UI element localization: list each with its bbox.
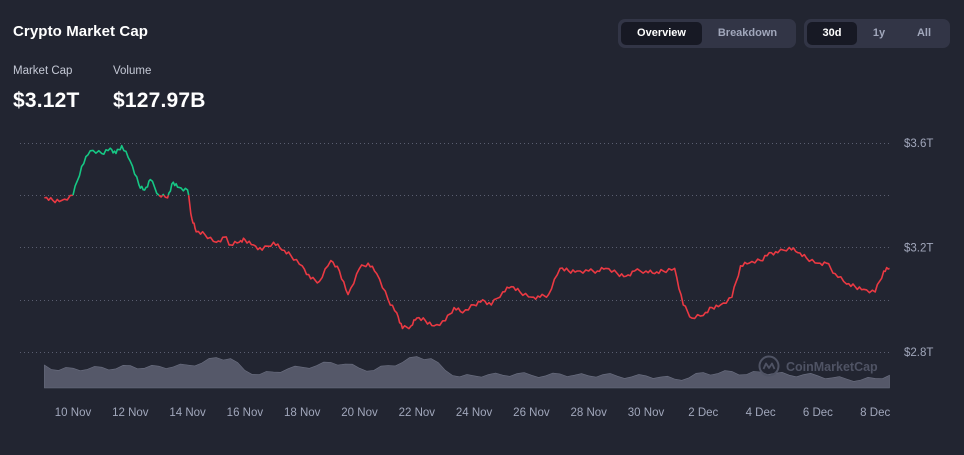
x-tick-label: 28 Nov bbox=[570, 407, 607, 419]
market-cap-stat: Market Cap $3.12T bbox=[13, 65, 80, 113]
x-tick-label: 22 Nov bbox=[399, 407, 436, 419]
x-tick-label: 4 Dec bbox=[746, 407, 776, 419]
y-tick-label: $2.8T bbox=[904, 347, 933, 359]
page-title: Crypto Market Cap bbox=[13, 23, 149, 40]
coinmarketcap-watermark: CoinMarketCap bbox=[758, 355, 878, 377]
x-tick-label: 26 Nov bbox=[513, 407, 550, 419]
breakdown-tab[interactable]: Breakdown bbox=[717, 27, 778, 39]
range-1y-button[interactable]: 1y bbox=[872, 27, 886, 39]
price-line-up-segment bbox=[72, 144, 160, 196]
x-tick-label: 10 Nov bbox=[55, 407, 92, 419]
grid-lines bbox=[20, 143, 890, 353]
x-tick-label: 12 Nov bbox=[112, 407, 149, 419]
overview-tab[interactable]: Overview bbox=[621, 22, 702, 45]
volume-value: $127.97B bbox=[113, 89, 206, 112]
x-tick-label: 16 Nov bbox=[227, 407, 264, 419]
x-axis-ticks: 10 Nov 12 Nov 14 Nov 16 Nov 18 Nov 20 Nov 22 N… bbox=[55, 407, 891, 419]
y-tick-label: $3.6T bbox=[904, 138, 933, 150]
coinmarketcap-logo-icon bbox=[758, 355, 780, 377]
x-tick-label: 20 Nov bbox=[341, 407, 378, 419]
y-axis-ticks: $3.6T $3.2T $2.8T bbox=[904, 138, 933, 359]
x-tick-label: 6 Dec bbox=[803, 407, 833, 419]
x-tick-label: 2 Dec bbox=[688, 407, 718, 419]
market-cap-label: Market Cap bbox=[13, 65, 73, 77]
volume-stat: Volume $127.97B bbox=[113, 65, 206, 113]
range-all-button[interactable]: All bbox=[916, 27, 932, 39]
x-tick-label: 30 Nov bbox=[628, 407, 665, 419]
volume-area bbox=[44, 356, 890, 389]
price-line-down-segment bbox=[163, 194, 170, 199]
price-line-down-segment bbox=[187, 195, 890, 330]
x-tick-label: 18 Nov bbox=[284, 407, 321, 419]
price-line-group bbox=[44, 144, 890, 330]
x-tick-label: 8 Dec bbox=[860, 407, 890, 419]
price-line-down-segment bbox=[158, 194, 164, 198]
range-toggle: 30d 1y All bbox=[804, 19, 950, 48]
market-cap-value: $3.12T bbox=[13, 89, 80, 112]
price-line-up-segment bbox=[161, 193, 165, 196]
range-30d-button[interactable]: 30d bbox=[807, 22, 857, 45]
volume-area-group bbox=[44, 356, 890, 389]
x-tick-label: 14 Nov bbox=[169, 407, 206, 419]
x-tick-label: 24 Nov bbox=[456, 407, 493, 419]
price-line-up-segment bbox=[167, 181, 190, 196]
watermark-text: CoinMarketCap bbox=[786, 360, 878, 374]
y-tick-label: $3.2T bbox=[904, 243, 933, 255]
volume-label: Volume bbox=[113, 65, 152, 77]
view-toggle: Overview Breakdown bbox=[618, 19, 796, 48]
price-line-down-segment bbox=[44, 194, 74, 204]
